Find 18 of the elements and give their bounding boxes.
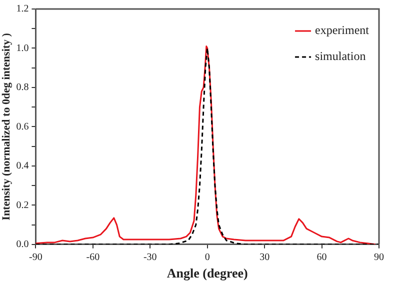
x-tick-label: 60 [316, 252, 327, 264]
y-tick-label: 0.0 [16, 239, 29, 250]
y-tick-label: 0.4 [16, 160, 29, 172]
y-tick-label: 0.2 [16, 200, 29, 211]
legend-label: simulation [315, 49, 366, 64]
x-tick-label: 0 [204, 252, 210, 264]
x-tick-label: -60 [86, 252, 100, 264]
y-tick-label: 0.6 [16, 121, 29, 132]
x-tick-label: 30 [260, 252, 270, 264]
x-tick-label: -30 [143, 252, 157, 264]
y-axis-title: Intensity (normalized to 0deg intensity ) [0, 32, 12, 220]
x-tick-label: 90 [374, 252, 384, 264]
y-tick-label: 0.8 [16, 82, 29, 94]
x-tick-label: -90 [29, 252, 42, 264]
legend-label: experiment [315, 23, 370, 38]
y-tick-label: 1.0 [16, 42, 29, 54]
x-axis-title: Angle (degree) [166, 266, 248, 281]
y-tick-label: 1.2 [16, 4, 29, 15]
